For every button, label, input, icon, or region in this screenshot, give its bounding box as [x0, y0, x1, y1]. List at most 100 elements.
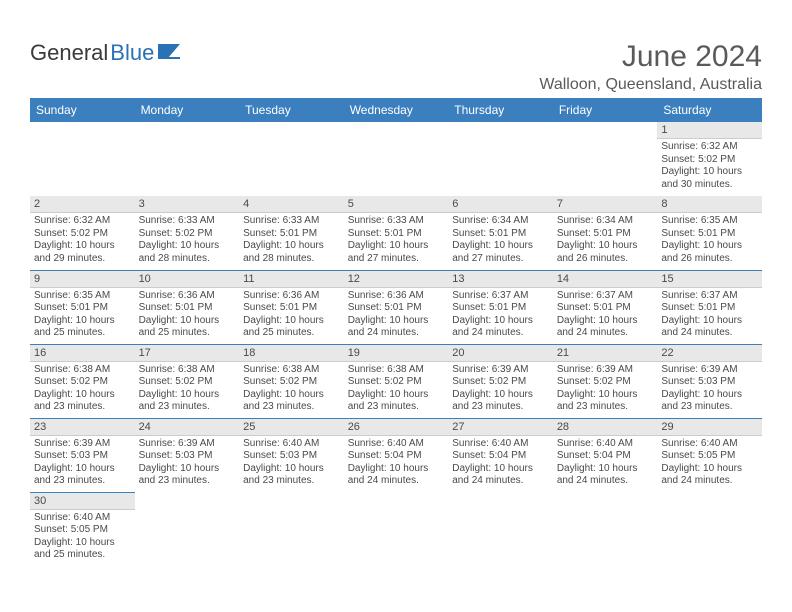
day-detail-line: Sunrise: 6:37 AM: [661, 290, 758, 303]
day-detail-line: and 29 minutes.: [34, 253, 131, 266]
day-detail-line: and 24 minutes.: [348, 327, 445, 340]
day-detail-line: and 24 minutes.: [557, 475, 654, 488]
day-detail-line: Sunrise: 6:37 AM: [557, 290, 654, 303]
day-detail-line: Sunset: 5:02 PM: [34, 228, 131, 241]
day-detail-line: Daylight: 10 hours: [139, 315, 236, 328]
day-details: Sunrise: 6:39 AMSunset: 5:03 PMDaylight:…: [135, 436, 240, 488]
calendar-day-cell: 27Sunrise: 6:40 AMSunset: 5:04 PMDayligh…: [448, 418, 553, 492]
day-detail-line: Daylight: 10 hours: [557, 389, 654, 402]
calendar-day-cell: 29Sunrise: 6:40 AMSunset: 5:05 PMDayligh…: [657, 418, 762, 492]
day-detail-line: and 23 minutes.: [557, 401, 654, 414]
day-detail-line: Daylight: 10 hours: [452, 389, 549, 402]
calendar-body: 1Sunrise: 6:32 AMSunset: 5:02 PMDaylight…: [30, 122, 762, 566]
calendar-day-cell: 18Sunrise: 6:38 AMSunset: 5:02 PMDayligh…: [239, 344, 344, 418]
day-detail-line: Daylight: 10 hours: [34, 315, 131, 328]
day-detail-line: Sunrise: 6:33 AM: [243, 215, 340, 228]
day-detail-line: and 23 minutes.: [243, 475, 340, 488]
day-detail-line: Sunrise: 6:40 AM: [243, 438, 340, 451]
day-details: Sunrise: 6:37 AMSunset: 5:01 PMDaylight:…: [657, 288, 762, 340]
calendar-day-cell: 24Sunrise: 6:39 AMSunset: 5:03 PMDayligh…: [135, 418, 240, 492]
calendar-day-cell: 16Sunrise: 6:38 AMSunset: 5:02 PMDayligh…: [30, 344, 135, 418]
day-detail-line: Sunrise: 6:36 AM: [348, 290, 445, 303]
calendar-week-row: 23Sunrise: 6:39 AMSunset: 5:03 PMDayligh…: [30, 418, 762, 492]
header-row: GeneralBlue June 2024 Walloon, Queenslan…: [30, 40, 762, 94]
calendar-table: SundayMondayTuesdayWednesdayThursdayFrid…: [30, 98, 762, 566]
calendar-day-cell: [30, 122, 135, 196]
day-detail-line: Sunset: 5:03 PM: [34, 450, 131, 463]
calendar-day-cell: 20Sunrise: 6:39 AMSunset: 5:02 PMDayligh…: [448, 344, 553, 418]
day-detail-line: Sunrise: 6:39 AM: [139, 438, 236, 451]
day-details: Sunrise: 6:32 AMSunset: 5:02 PMDaylight:…: [30, 213, 135, 265]
brand-flag-icon: [158, 42, 184, 65]
calendar-day-cell: 9Sunrise: 6:35 AMSunset: 5:01 PMDaylight…: [30, 270, 135, 344]
day-detail-line: and 27 minutes.: [348, 253, 445, 266]
day-detail-line: and 24 minutes.: [452, 475, 549, 488]
calendar-page: GeneralBlue June 2024 Walloon, Queenslan…: [0, 0, 792, 586]
day-details: Sunrise: 6:32 AMSunset: 5:02 PMDaylight:…: [657, 139, 762, 191]
brand-name-part2: Blue: [110, 40, 154, 66]
calendar-day-cell: 14Sunrise: 6:37 AMSunset: 5:01 PMDayligh…: [553, 270, 658, 344]
day-detail-line: Daylight: 10 hours: [348, 389, 445, 402]
day-detail-line: and 23 minutes.: [661, 401, 758, 414]
day-detail-line: Sunrise: 6:39 AM: [34, 438, 131, 451]
day-detail-line: and 28 minutes.: [139, 253, 236, 266]
calendar-week-row: 9Sunrise: 6:35 AMSunset: 5:01 PMDaylight…: [30, 270, 762, 344]
day-detail-line: Sunrise: 6:33 AM: [139, 215, 236, 228]
day-number: 16: [30, 345, 135, 362]
day-detail-line: Sunset: 5:02 PM: [348, 376, 445, 389]
calendar-day-cell: 8Sunrise: 6:35 AMSunset: 5:01 PMDaylight…: [657, 196, 762, 270]
day-detail-line: Daylight: 10 hours: [243, 240, 340, 253]
calendar-day-cell: [239, 492, 344, 566]
day-detail-line: Sunrise: 6:38 AM: [243, 364, 340, 377]
weekday-header: Friday: [553, 98, 658, 122]
day-detail-line: Daylight: 10 hours: [348, 463, 445, 476]
day-detail-line: Sunset: 5:01 PM: [452, 228, 549, 241]
calendar-day-cell: [553, 492, 658, 566]
day-detail-line: Daylight: 10 hours: [139, 389, 236, 402]
day-number: 8: [657, 196, 762, 213]
day-number: 19: [344, 345, 449, 362]
day-detail-line: and 27 minutes.: [452, 253, 549, 266]
day-number: 23: [30, 419, 135, 436]
calendar-day-cell: [344, 492, 449, 566]
day-details: Sunrise: 6:40 AMSunset: 5:05 PMDaylight:…: [657, 436, 762, 488]
day-number: 1: [657, 122, 762, 139]
day-detail-line: and 25 minutes.: [34, 549, 131, 562]
day-detail-line: Daylight: 10 hours: [348, 315, 445, 328]
day-detail-line: Sunset: 5:01 PM: [243, 302, 340, 315]
calendar-day-cell: [135, 492, 240, 566]
day-details: Sunrise: 6:33 AMSunset: 5:01 PMDaylight:…: [239, 213, 344, 265]
day-detail-line: Sunrise: 6:37 AM: [452, 290, 549, 303]
calendar-day-cell: [448, 492, 553, 566]
day-detail-line: Daylight: 10 hours: [139, 463, 236, 476]
day-number: 24: [135, 419, 240, 436]
day-detail-line: and 23 minutes.: [348, 401, 445, 414]
day-details: Sunrise: 6:40 AMSunset: 5:04 PMDaylight:…: [553, 436, 658, 488]
day-detail-line: Sunset: 5:01 PM: [661, 302, 758, 315]
day-number: 13: [448, 271, 553, 288]
day-details: Sunrise: 6:35 AMSunset: 5:01 PMDaylight:…: [657, 213, 762, 265]
day-number: 2: [30, 196, 135, 213]
day-details: Sunrise: 6:36 AMSunset: 5:01 PMDaylight:…: [344, 288, 449, 340]
calendar-day-cell: 21Sunrise: 6:39 AMSunset: 5:02 PMDayligh…: [553, 344, 658, 418]
day-details: Sunrise: 6:38 AMSunset: 5:02 PMDaylight:…: [344, 362, 449, 414]
calendar-day-cell: [344, 122, 449, 196]
day-details: Sunrise: 6:38 AMSunset: 5:02 PMDaylight:…: [135, 362, 240, 414]
day-number: 12: [344, 271, 449, 288]
calendar-day-cell: 4Sunrise: 6:33 AMSunset: 5:01 PMDaylight…: [239, 196, 344, 270]
weekday-header: Thursday: [448, 98, 553, 122]
day-number: 26: [344, 419, 449, 436]
day-details: Sunrise: 6:34 AMSunset: 5:01 PMDaylight:…: [448, 213, 553, 265]
day-details: Sunrise: 6:39 AMSunset: 5:03 PMDaylight:…: [30, 436, 135, 488]
calendar-day-cell: 22Sunrise: 6:39 AMSunset: 5:03 PMDayligh…: [657, 344, 762, 418]
day-detail-line: Sunset: 5:01 PM: [243, 228, 340, 241]
weekday-header: Tuesday: [239, 98, 344, 122]
day-detail-line: Sunrise: 6:35 AM: [34, 290, 131, 303]
weekday-header: Wednesday: [344, 98, 449, 122]
day-detail-line: and 30 minutes.: [661, 179, 758, 192]
day-detail-line: Sunset: 5:03 PM: [243, 450, 340, 463]
calendar-week-row: 2Sunrise: 6:32 AMSunset: 5:02 PMDaylight…: [30, 196, 762, 270]
calendar-day-cell: 1Sunrise: 6:32 AMSunset: 5:02 PMDaylight…: [657, 122, 762, 196]
day-detail-line: Daylight: 10 hours: [452, 240, 549, 253]
day-detail-line: Sunset: 5:02 PM: [139, 376, 236, 389]
